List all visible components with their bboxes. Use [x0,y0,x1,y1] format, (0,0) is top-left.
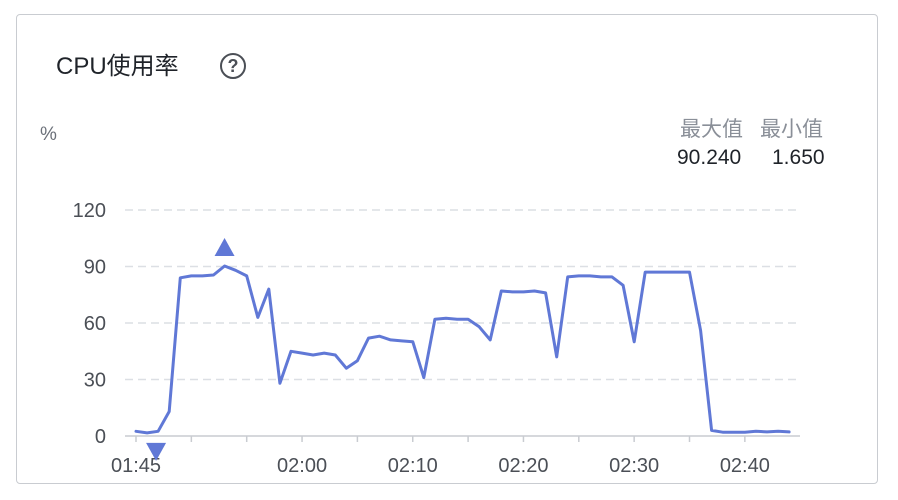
min-value: 1.650 [772,146,825,169]
y-tick-label: 0 [95,426,106,448]
x-tick-label: 02:40 [720,455,770,477]
extreme-markers [146,238,235,461]
y-tick-label: 90 [84,257,106,279]
x-tick-label: 02:00 [277,455,327,477]
y-tick-label: 30 [84,370,106,392]
y-axis-ticks: 0 30 60 90 120 [73,200,106,448]
series-line-group [134,264,791,435]
help-icon[interactable]: ? [220,53,246,79]
series-line [134,264,791,435]
y-tick-label: 60 [84,313,106,335]
x-tick-label: 01:45 [111,455,161,477]
max-value: 90.240 [677,146,742,169]
max-marker-triangle [214,238,235,257]
max-label: 最大值 [680,118,743,141]
grid-lines [125,209,800,381]
min-label: 最小值 [760,118,823,141]
x-tick-label: 02:10 [388,455,438,477]
x-tick-label: 02:30 [609,455,659,477]
chart-title: CPU使用率 [56,53,179,80]
min-marker-triangle [146,442,167,461]
x-axis: 01:45 02:00 02:10 02:20 02:30 02:40 [111,435,800,477]
cpu-usage-card [16,14,878,484]
x-tick-label: 02:20 [498,455,548,477]
y-tick-label: 120 [73,200,106,222]
y-axis-unit: % [40,124,57,145]
